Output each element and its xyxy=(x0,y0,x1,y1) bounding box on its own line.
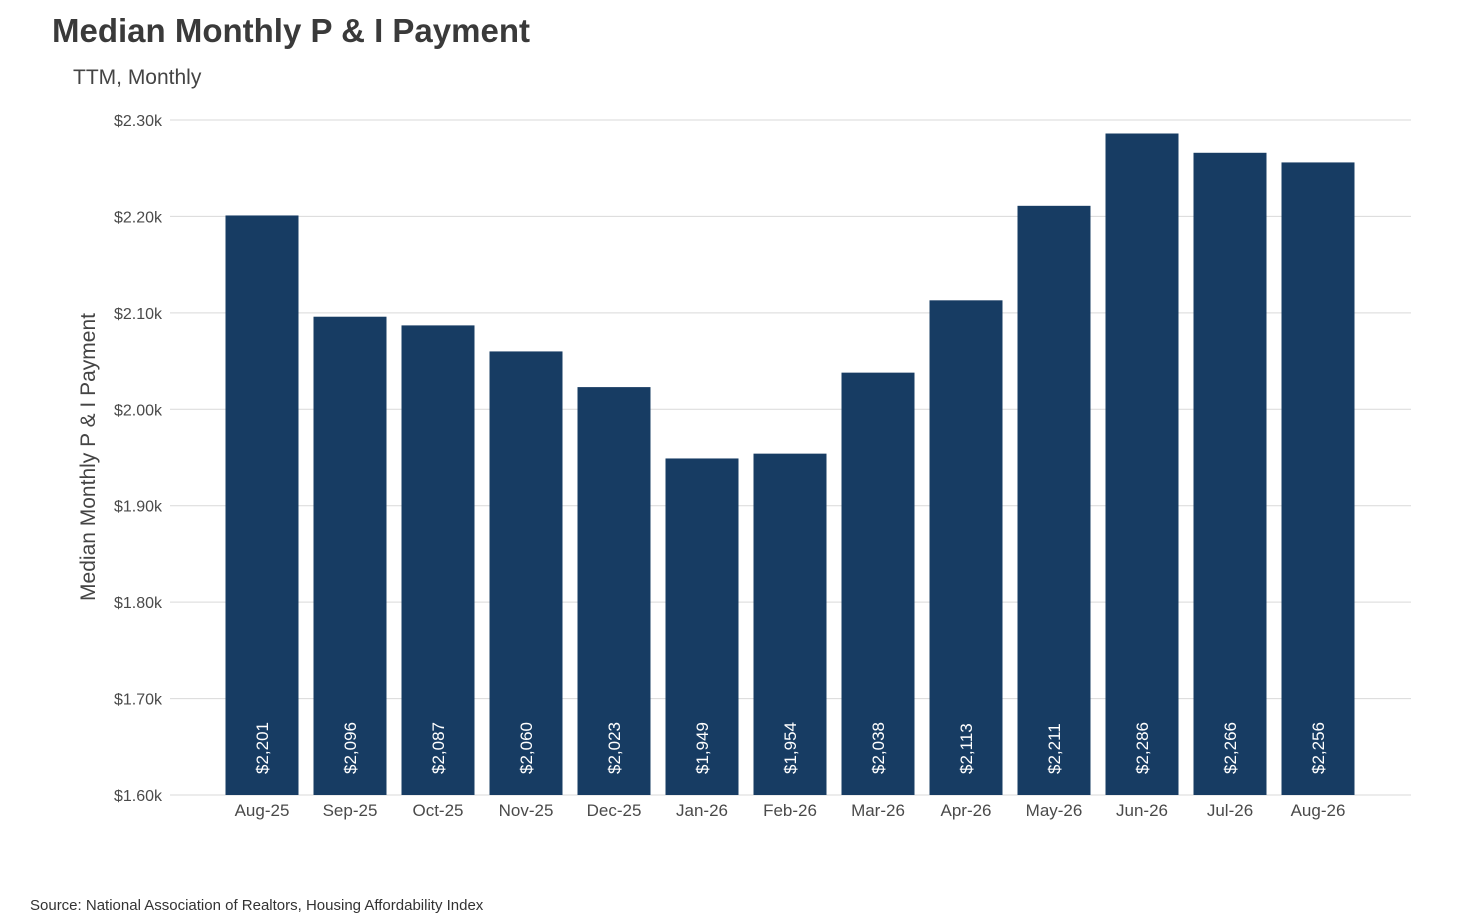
y-tick-label: $2.20k xyxy=(114,209,163,226)
bar-value-label: $2,113 xyxy=(957,723,976,774)
bar-value-label: $2,286 xyxy=(1133,722,1152,774)
x-tick-label: May-26 xyxy=(1026,801,1083,820)
x-tick-label: Apr-26 xyxy=(940,801,991,820)
x-tick-label: Mar-26 xyxy=(851,801,905,820)
bar-value-label: $1,954 xyxy=(781,722,800,774)
bar xyxy=(929,300,1003,795)
bar-value-label: $2,096 xyxy=(341,722,360,774)
bar-value-label: $2,038 xyxy=(869,722,888,774)
y-tick-label: $2.10k xyxy=(114,306,163,323)
x-tick-label: Aug-26 xyxy=(1291,801,1346,820)
chart-title: Median Monthly P & I Payment xyxy=(52,12,530,49)
x-tick-label: Jun-26 xyxy=(1116,801,1168,820)
bar-value-label: $1,949 xyxy=(693,722,712,774)
x-tick-label: Jan-26 xyxy=(676,801,728,820)
bar xyxy=(313,316,387,795)
y-tick-label: $2.30k xyxy=(114,113,163,130)
bar-value-label: $2,211 xyxy=(1045,723,1064,774)
bar-value-label: $2,060 xyxy=(517,722,536,774)
x-tick-label: Oct-25 xyxy=(412,801,463,820)
x-tick-label: Nov-25 xyxy=(499,801,554,820)
x-axis-ticks: Aug-25 Sep-25 Oct-25 Nov-25 Dec-25 Jan-26 Feb-… xyxy=(235,801,1346,820)
bar xyxy=(401,325,475,795)
bar xyxy=(753,453,827,795)
x-tick-label: Aug-25 xyxy=(235,801,290,820)
source-note: Source: National Association of Realtors… xyxy=(30,897,484,914)
x-tick-label: Jul-26 xyxy=(1207,801,1253,820)
bar xyxy=(1105,133,1179,795)
y-tick-label: $2.00k xyxy=(114,402,163,419)
bar-value-label: $2,201 xyxy=(253,722,272,774)
y-tick-label: $1.80k xyxy=(114,595,163,612)
x-tick-label: Feb-26 xyxy=(763,801,817,820)
bar-value-label: $2,266 xyxy=(1221,722,1240,774)
bar xyxy=(1281,162,1355,795)
bar-value-label: $2,256 xyxy=(1309,722,1328,774)
bar xyxy=(225,215,299,795)
x-tick-label: Dec-25 xyxy=(587,801,642,820)
x-tick-label: Sep-25 xyxy=(323,801,378,820)
bar-value-label: $2,023 xyxy=(605,722,624,774)
bar xyxy=(841,372,915,795)
bars xyxy=(225,133,1355,796)
bar xyxy=(665,458,739,795)
y-tick-label: $1.70k xyxy=(114,692,163,709)
y-tick-label: $1.60k xyxy=(114,788,163,805)
y-tick-label: $1.90k xyxy=(114,499,163,516)
chart-subtitle: TTM, Monthly xyxy=(73,66,202,89)
bar-value-label: $2,087 xyxy=(429,722,448,774)
bar xyxy=(577,387,651,795)
bar-value-labels: $2,201 $2,096 $2,087 $2,060 $2,023 $1,949 $1,9… xyxy=(253,722,1328,774)
bar xyxy=(1193,152,1267,796)
bar xyxy=(489,351,563,795)
y-axis-title: Median Monthly P & I Payment xyxy=(77,313,100,601)
y-axis-ticks: $1.60k $1.70k $1.80k $1.90k $2.00k $2.10k $2.2… xyxy=(114,113,163,805)
bar xyxy=(1017,205,1091,796)
